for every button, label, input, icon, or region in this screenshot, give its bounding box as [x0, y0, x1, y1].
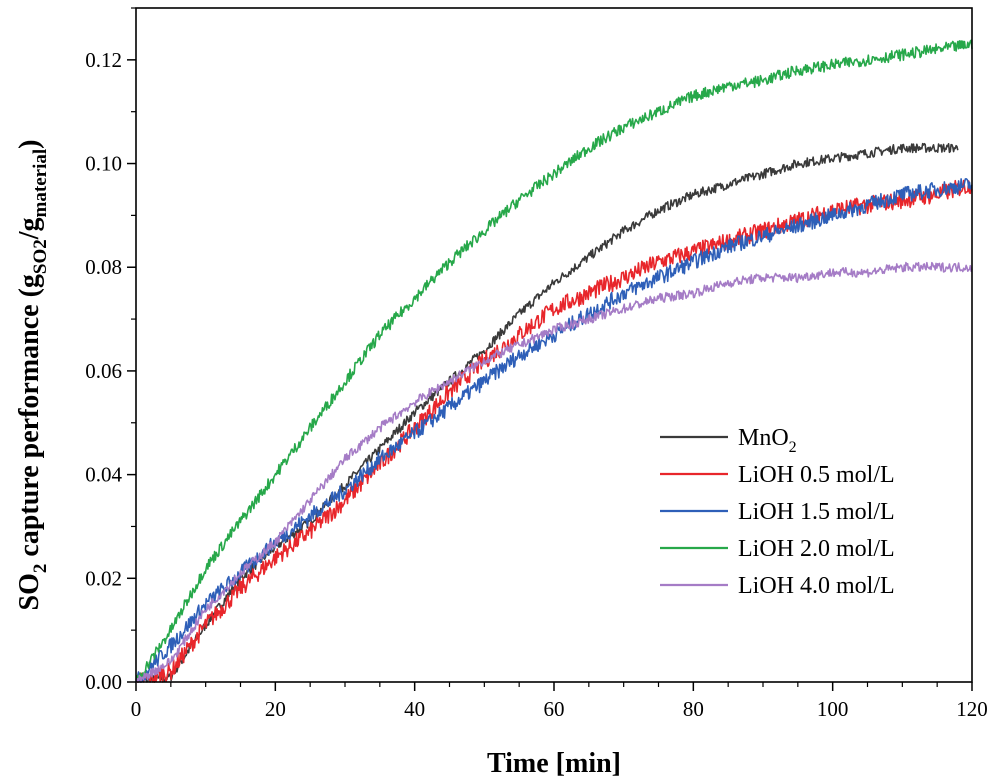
y-tick-label: 0.00 — [85, 670, 122, 694]
legend-label: LiOH 1.5 mol/L — [738, 499, 895, 525]
y-axis-title: SO2 capture performance (gSO2/gmaterial) — [14, 140, 51, 611]
legend-label: LiOH 2.0 mol/L — [738, 536, 895, 562]
series-line — [136, 179, 973, 683]
x-tick-label: 40 — [404, 697, 425, 721]
x-tick-label: 120 — [956, 697, 988, 721]
x-tick-label: 80 — [683, 697, 704, 721]
series-line — [136, 261, 973, 683]
x-tick-label: 100 — [817, 697, 849, 721]
y-tick-label: 0.08 — [85, 255, 122, 279]
legend: MnO2 LiOH 0.5 mol/L LiOH 1.5 mol/L LiOH 2.0… — [660, 425, 895, 599]
legend-label: MnO2 — [738, 425, 797, 456]
series-line — [135, 142, 959, 683]
x-tick-label: 60 — [544, 697, 565, 721]
y-tick-label: 0.06 — [85, 359, 122, 383]
series-line — [135, 39, 973, 681]
legend-label: LiOH 4.0 mol/L — [738, 573, 895, 599]
x-tick-label: 0 — [131, 697, 142, 721]
series-line — [135, 177, 973, 683]
tick-labels: 0 20 40 60 80 100 120 0.00 0.02 0.04 0.06 0.08 0.10 0… — [85, 48, 988, 721]
y-tick-label: 0.04 — [85, 463, 122, 487]
x-tick-label: 20 — [265, 697, 286, 721]
x-axis-title: Time [min] — [487, 748, 621, 779]
axis-ticks — [127, 7, 973, 691]
legend-label: LiOH 0.5 mol/L — [738, 462, 895, 488]
y-tick-label: 0.02 — [85, 566, 122, 590]
y-tick-label: 0.12 — [85, 48, 122, 72]
y-tick-label: 0.10 — [85, 152, 122, 176]
series-layer — [135, 39, 973, 683]
plot-frame — [135, 7, 973, 683]
